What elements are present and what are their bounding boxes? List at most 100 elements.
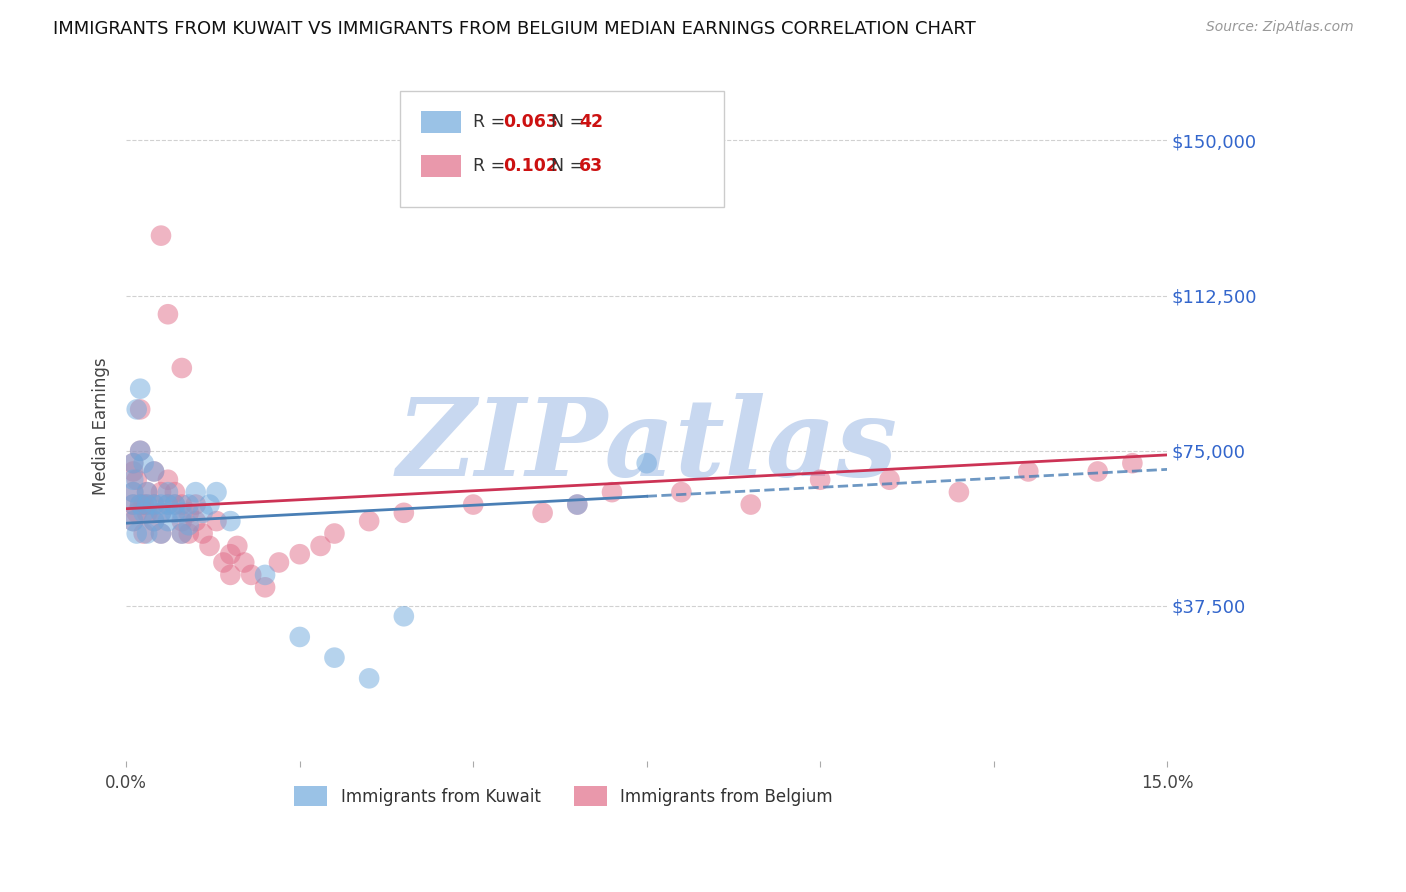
Point [122, 473, 145, 487]
Point [219, 547, 242, 561]
Text: N =: N = [551, 113, 589, 131]
Point [156, 485, 179, 500]
Point [184, 514, 207, 528]
Point [233, 556, 256, 570]
Text: 42: 42 [579, 113, 603, 131]
Point [132, 456, 155, 470]
Point [219, 514, 242, 528]
Point [567, 498, 589, 512]
Point [1087, 465, 1109, 479]
Point [156, 514, 179, 528]
Point [122, 465, 145, 479]
Point [122, 514, 145, 528]
Point [170, 361, 193, 376]
Point [122, 456, 145, 470]
Point [150, 526, 173, 541]
Point [323, 526, 346, 541]
Point [170, 526, 193, 541]
Point [198, 539, 221, 553]
Point [392, 506, 415, 520]
Point [122, 485, 145, 500]
Point [740, 498, 762, 512]
Point [143, 498, 166, 512]
Point [143, 514, 166, 528]
Point [1121, 456, 1143, 470]
Point [177, 498, 200, 512]
Text: ZIPatlas: ZIPatlas [396, 393, 897, 499]
Text: 63: 63 [579, 157, 603, 175]
Point [132, 498, 155, 512]
Point [267, 556, 290, 570]
Point [184, 498, 207, 512]
Point [136, 485, 159, 500]
Point [150, 498, 173, 512]
Point [219, 568, 242, 582]
Point [150, 526, 173, 541]
Point [129, 382, 152, 396]
Point [191, 506, 214, 520]
Point [808, 473, 831, 487]
Point [136, 498, 159, 512]
Point [392, 609, 415, 624]
Point [129, 498, 152, 512]
Text: IMMIGRANTS FROM KUWAIT VS IMMIGRANTS FROM BELGIUM MEDIAN EARNINGS CORRELATION CH: IMMIGRANTS FROM KUWAIT VS IMMIGRANTS FRO… [53, 20, 976, 37]
Point [309, 539, 332, 553]
Text: R =: R = [474, 157, 512, 175]
Point [671, 485, 693, 500]
Point [359, 514, 381, 528]
Point [359, 671, 381, 685]
Point [177, 506, 200, 520]
Point [170, 506, 193, 520]
Legend: Immigrants from Kuwait, Immigrants from Belgium: Immigrants from Kuwait, Immigrants from … [287, 780, 839, 814]
Point [205, 514, 228, 528]
Point [463, 498, 485, 512]
Point [129, 443, 152, 458]
Point [143, 514, 166, 528]
Point [170, 498, 193, 512]
Text: Source: ZipAtlas.com: Source: ZipAtlas.com [1206, 20, 1354, 34]
Point [254, 568, 277, 582]
Point [143, 465, 166, 479]
Point [122, 456, 145, 470]
Point [163, 485, 186, 500]
Point [156, 307, 179, 321]
Point [122, 498, 145, 512]
Point [170, 526, 193, 541]
Point [129, 443, 152, 458]
Point [600, 485, 623, 500]
Point [136, 498, 159, 512]
Point [191, 526, 214, 541]
Point [136, 485, 159, 500]
Y-axis label: Median Earnings: Median Earnings [93, 357, 110, 495]
Point [240, 568, 263, 582]
Point [156, 498, 179, 512]
Point [122, 498, 145, 512]
Point [129, 498, 152, 512]
Point [150, 228, 173, 243]
Point [948, 485, 970, 500]
Point [205, 485, 228, 500]
Text: 0.102: 0.102 [503, 157, 558, 175]
Text: 0.063: 0.063 [503, 113, 558, 131]
Point [150, 485, 173, 500]
Point [136, 506, 159, 520]
Point [636, 456, 658, 470]
Text: N =: N = [551, 157, 589, 175]
Point [212, 556, 235, 570]
Point [132, 526, 155, 541]
Point [226, 539, 249, 553]
Point [125, 526, 148, 541]
Point [567, 498, 589, 512]
Point [1017, 465, 1039, 479]
Point [156, 498, 179, 512]
Point [879, 473, 901, 487]
Point [323, 650, 346, 665]
Point [132, 506, 155, 520]
Point [177, 526, 200, 541]
Point [163, 506, 186, 520]
Point [122, 514, 145, 528]
Point [170, 514, 193, 528]
Point [254, 580, 277, 594]
Point [156, 473, 179, 487]
Point [288, 547, 311, 561]
